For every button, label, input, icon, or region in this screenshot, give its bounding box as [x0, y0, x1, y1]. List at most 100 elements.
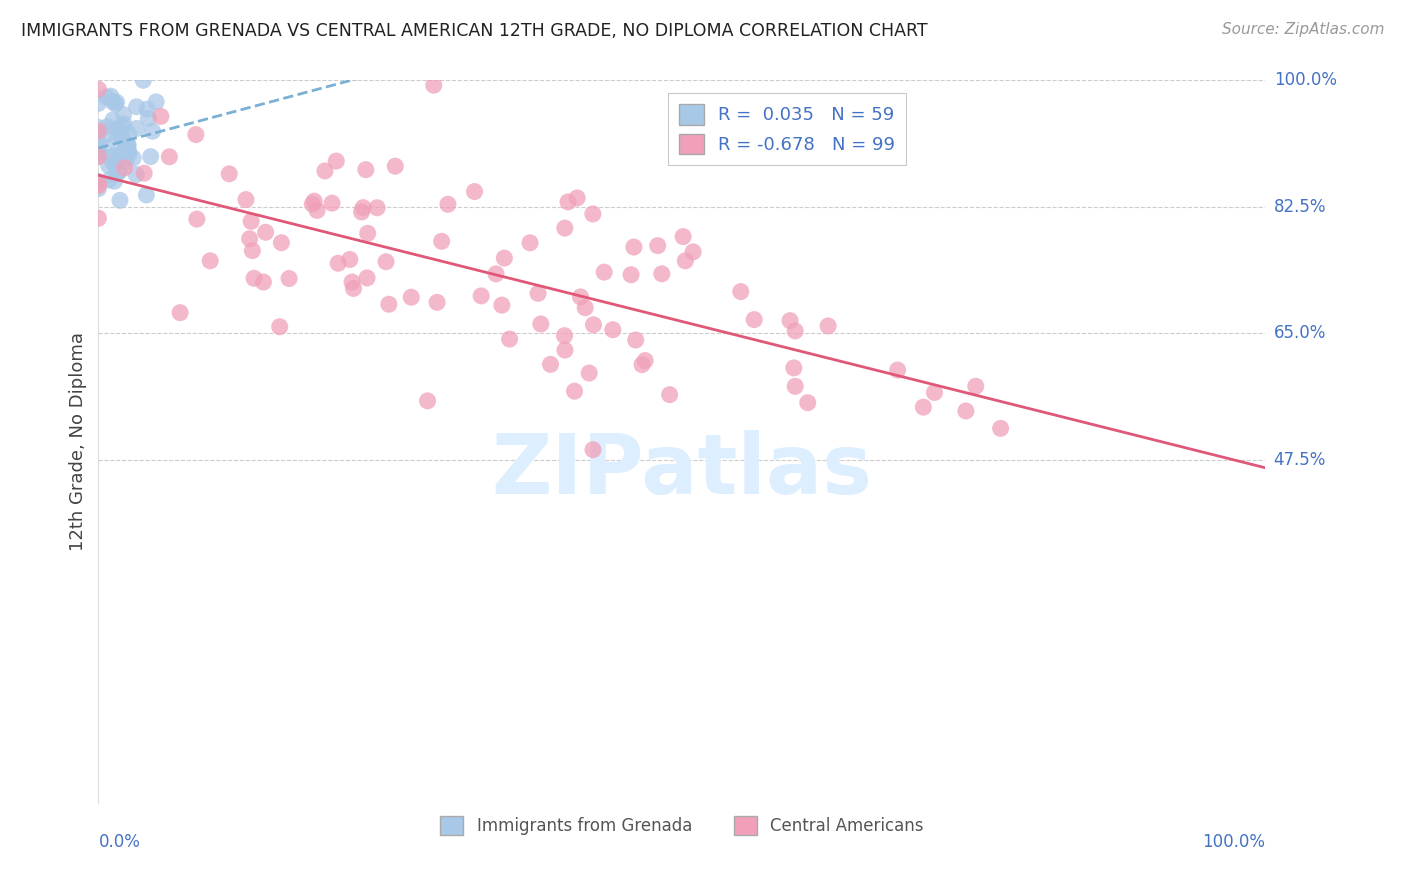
Point: [278, 271, 301, 285]
Point: [142, 124, 165, 138]
Point: [301, 197, 323, 211]
Point: [87, 124, 110, 138]
Point: [270, 235, 292, 250]
Point: [87, 120, 110, 135]
Point: [117, 138, 139, 153]
Point: [491, 298, 513, 312]
Point: [169, 306, 191, 320]
Point: [886, 363, 908, 377]
Point: [658, 387, 681, 401]
Point: [112, 107, 135, 121]
Point: [104, 97, 127, 112]
Point: [582, 442, 605, 457]
Text: 47.5%: 47.5%: [1274, 450, 1326, 468]
Point: [567, 191, 589, 205]
Point: [357, 227, 380, 241]
Point: [254, 225, 277, 239]
Point: [117, 145, 139, 160]
Point: [416, 393, 439, 408]
Text: 0.0%: 0.0%: [98, 833, 141, 851]
Point: [135, 188, 157, 202]
Point: [89, 141, 111, 155]
Point: [87, 143, 110, 157]
Point: [107, 165, 129, 179]
Point: [87, 182, 110, 196]
Point: [108, 149, 131, 163]
Point: [118, 146, 141, 161]
Point: [134, 166, 156, 180]
Point: [430, 235, 453, 249]
Point: [582, 318, 605, 332]
Point: [157, 150, 180, 164]
Point: [103, 148, 125, 162]
Point: [817, 318, 839, 333]
Point: [87, 126, 110, 140]
Point: [184, 128, 207, 142]
Point: [378, 297, 401, 311]
Point: [384, 159, 406, 173]
Point: [399, 290, 422, 304]
Point: [218, 167, 240, 181]
Point: [235, 193, 257, 207]
Point: [122, 151, 145, 165]
Point: [623, 240, 645, 254]
Point: [463, 185, 485, 199]
Point: [785, 324, 807, 338]
Point: [101, 95, 124, 109]
Point: [620, 268, 643, 282]
Point: [103, 174, 125, 188]
Point: [485, 267, 508, 281]
Y-axis label: 12th Grade, No Diploma: 12th Grade, No Diploma: [69, 332, 87, 551]
Point: [325, 154, 347, 169]
Point: [87, 178, 110, 193]
Text: Source: ZipAtlas.com: Source: ZipAtlas.com: [1222, 22, 1385, 37]
Point: [530, 317, 553, 331]
Point: [139, 150, 162, 164]
Point: [112, 117, 135, 131]
Point: [112, 146, 135, 161]
Point: [470, 289, 492, 303]
Point: [87, 150, 110, 164]
Text: 82.5%: 82.5%: [1274, 198, 1326, 216]
Point: [87, 135, 110, 149]
Point: [186, 212, 208, 227]
Point: [239, 232, 262, 246]
Point: [104, 136, 127, 150]
Point: [593, 265, 616, 279]
Point: [557, 194, 579, 209]
Point: [519, 235, 541, 250]
Point: [240, 214, 263, 228]
Point: [145, 95, 167, 109]
Point: [108, 194, 131, 208]
Point: [672, 229, 695, 244]
Point: [114, 154, 136, 169]
Point: [302, 194, 325, 209]
Point: [118, 127, 141, 141]
Point: [924, 385, 946, 400]
Point: [87, 211, 110, 226]
Point: [198, 253, 221, 268]
Point: [651, 267, 673, 281]
Point: [426, 295, 449, 310]
Point: [366, 201, 388, 215]
Point: [647, 238, 669, 252]
Point: [314, 164, 336, 178]
Point: [574, 301, 596, 315]
Point: [87, 145, 110, 160]
Point: [149, 109, 172, 123]
Point: [582, 207, 605, 221]
Point: [578, 366, 600, 380]
Point: [352, 201, 374, 215]
Point: [354, 162, 377, 177]
Point: [136, 112, 159, 126]
Point: [87, 149, 110, 163]
Point: [682, 244, 704, 259]
Point: [783, 360, 806, 375]
Point: [101, 112, 124, 127]
Point: [98, 173, 121, 187]
Point: [307, 203, 329, 218]
Point: [990, 421, 1012, 435]
Point: [114, 161, 136, 175]
Point: [136, 102, 159, 116]
Point: [96, 90, 118, 104]
